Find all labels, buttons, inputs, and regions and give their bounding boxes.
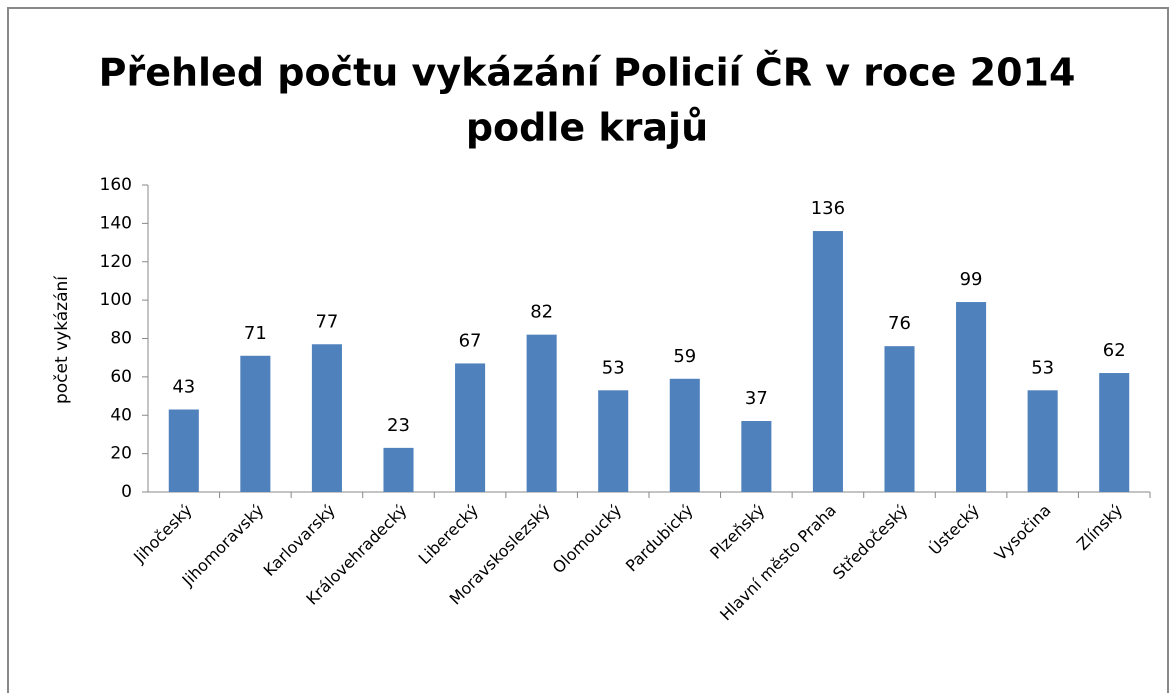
- y-tick-label: 160: [100, 175, 132, 195]
- data-label: 43: [172, 376, 195, 397]
- y-tick-label: 40: [110, 405, 132, 425]
- bar: [526, 334, 557, 492]
- data-label: 136: [811, 198, 845, 219]
- data-label: 76: [888, 313, 911, 334]
- bar: [383, 447, 414, 492]
- data-label: 67: [459, 330, 482, 351]
- y-tick-label: 140: [100, 213, 132, 233]
- y-tick-label: 20: [110, 444, 132, 464]
- bar: [168, 409, 199, 492]
- data-label: 71: [244, 323, 267, 344]
- data-label: 23: [387, 415, 410, 436]
- y-tick-label: 100: [100, 290, 132, 310]
- bar: [240, 355, 271, 492]
- y-tick-label: 120: [100, 252, 132, 272]
- bar: [1099, 373, 1130, 492]
- y-tick-label: 60: [110, 367, 132, 387]
- bar: [669, 378, 700, 492]
- bar: [812, 231, 843, 493]
- bar: [311, 344, 342, 492]
- bar: [741, 421, 772, 492]
- y-tick-label: 0: [121, 482, 132, 502]
- data-label: 82: [530, 302, 553, 323]
- data-label: 77: [315, 311, 338, 332]
- data-label: 62: [1103, 340, 1126, 361]
- chart-title: Přehled počtu vykázání Policií ČR v roce…: [99, 51, 1076, 95]
- data-label: 37: [745, 388, 768, 409]
- data-label: 99: [960, 269, 983, 290]
- bar: [598, 390, 629, 492]
- y-axis-label: počet vykázání: [52, 275, 72, 404]
- data-label: 53: [1031, 357, 1054, 378]
- bar: [884, 346, 915, 492]
- bar: [1027, 390, 1058, 492]
- chart-title: podle krajů: [466, 106, 708, 150]
- bar: [956, 302, 987, 492]
- data-label: 59: [673, 346, 696, 367]
- y-tick-label: 80: [110, 329, 132, 349]
- data-label: 53: [602, 357, 625, 378]
- bar: [455, 363, 486, 492]
